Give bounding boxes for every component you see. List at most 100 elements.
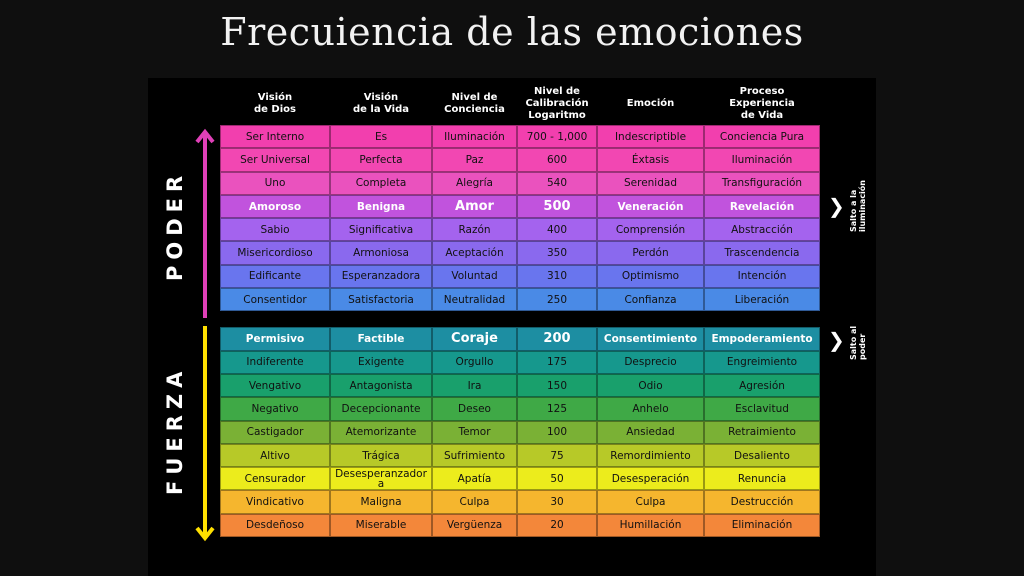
column-header: Visión de la Vida [330,82,432,126]
iluminacion-note: ❯ Salto a la iluminación [828,180,868,232]
table-cell: 500 [517,194,597,219]
table-cell: 20 [517,513,597,538]
table-cell: 310 [517,264,597,289]
table-cell: Humillación [597,513,704,538]
table-cell: Decepcionante [330,397,432,421]
section-divider [220,311,820,328]
table-cell: Confianza [597,288,704,312]
table-cell: Intención [704,264,820,289]
table-cell: Aceptación [432,241,517,265]
table-cell: Misericordioso [220,241,330,265]
table-cell: 50 [517,467,597,491]
table-row: Edificante Esperanzadora Voluntad 310 Optimi… [220,264,820,289]
table-cell: Armoniosa [330,241,432,265]
table-cell: Ser Universal [220,148,330,172]
table-cell: 250 [517,288,597,312]
table-cell: Desesperanzador a [330,467,432,491]
table-cell: Indiferente [220,350,330,374]
table-cell: Destrucción [704,490,820,514]
table-row: Uno Completa Alegría 540 Serenidad Transfigur… [220,171,820,195]
table-cell: Paz [432,148,517,172]
table-cell: Deseo [432,397,517,421]
fuerza-label: FUERZA [163,365,187,495]
table-cell: Ser Interno [220,125,330,149]
table-cell: Odio [597,373,704,398]
table-cell: 600 [517,148,597,172]
table-cell: Abstracción [704,218,820,242]
table-cell: 700 - 1,000 [517,125,597,149]
table-cell: Alegría [432,171,517,195]
table-cell: Coraje [432,327,517,351]
table-cell: Iluminación [704,148,820,172]
table-cell: 200 [517,327,597,351]
table-cell: 150 [517,373,597,398]
table-cell: Desdeñoso [220,513,330,538]
table-row: Vindicativo Maligna Culpa 30 Culpa Destrucció… [220,490,820,514]
column-header-line: Proceso [739,86,785,97]
table-cell: Temor [432,420,517,444]
poder-arrow-icon [195,128,215,318]
table-row: Misericordioso Armoniosa Aceptación 350 Perd… [220,241,820,265]
column-header: Emoción [597,82,704,126]
column-header-line: Visión [363,92,399,103]
column-header-line: de Dios [254,104,296,115]
table-cell: Sabio [220,218,330,242]
table-cell: 350 [517,241,597,265]
table-row: Desdeñoso Miserable Vergüenza 20 Humillación… [220,513,820,538]
column-header-line: Nivel de [451,92,498,103]
table-cell: Desesperación [597,467,704,491]
table-cell: Anhelo [597,397,704,421]
table-cell: Éxtasis [597,148,704,172]
table-cell: Veneración [597,194,704,219]
table-row: Castigador Atemorizante Temor 100 Ansiedad Re… [220,420,820,444]
iluminacion-note-text: Salto a la iluminación [848,179,867,233]
fuerza-arrow-icon [195,326,215,542]
table-cell: Indescriptible [597,125,704,149]
table-cell: 400 [517,218,597,242]
table-cell: Culpa [432,490,517,514]
table-cell: Retraimiento [704,420,820,444]
table-cell: 125 [517,397,597,421]
table-cell: Esperanzadora [330,264,432,289]
table-cell: 75 [517,443,597,468]
table-cell: Miserable [330,513,432,538]
table-cell: Completa [330,171,432,195]
table-cell: Razón [432,218,517,242]
table-cell: Voluntad [432,264,517,289]
table-row: Ser Universal Perfecta Paz 600 Éxtasis Ilumin… [220,148,820,172]
table-cell: Amoroso [220,194,330,219]
column-header: Visión de Dios [220,82,330,126]
table-cell: 540 [517,171,597,195]
column-header-line: de la Vida [353,104,409,115]
table-cell: Vergüenza [432,513,517,538]
table-cell: Es [330,125,432,149]
table-cell: Desaliento [704,443,820,468]
table-cell: Renuncia [704,467,820,491]
table-cell: Trágica [330,443,432,468]
table-cell: Neutralidad [432,288,517,312]
poder-label: PODER [163,169,187,281]
table-row: Altivo Trágica Sufrimiento 75 Remordimiento D… [220,443,820,468]
table-cell: Maligna [330,490,432,514]
table-cell: Consentimiento [597,327,704,351]
table-row: Vengativo Antagonista Ira 150 Odio Agresión [220,373,820,398]
table-cell: Esclavitud [704,397,820,421]
table-cell: Revelación [704,194,820,219]
table-row: Negativo Decepcionante Deseo 125 Anhelo Escla… [220,397,820,421]
column-header-line: Conciencia [444,104,505,115]
table-cell: Antagonista [330,373,432,398]
table-cell: Altivo [220,443,330,468]
column-header-line: Visión [257,92,293,103]
table-row: Amoroso Benigna Amor 500 Veneración Revelació… [220,194,820,219]
table-row: Ser Interno Es Iluminación 700 - 1,000 Indes… [220,125,820,149]
table-cell: Optimismo [597,264,704,289]
column-header-line: Nivel de [534,86,580,97]
table-cell: Ira [432,373,517,398]
table-cell: Desprecio [597,350,704,374]
table-cell: Comprensión [597,218,704,242]
chevron-right-icon: ❯ [828,194,845,218]
chevron-right-icon: ❯ [828,328,845,352]
table-cell: Benigna [330,194,432,219]
table-cell: Censurador [220,467,330,491]
table-row: Sabio Significativa Razón 400 Comprensión Abs… [220,218,820,242]
